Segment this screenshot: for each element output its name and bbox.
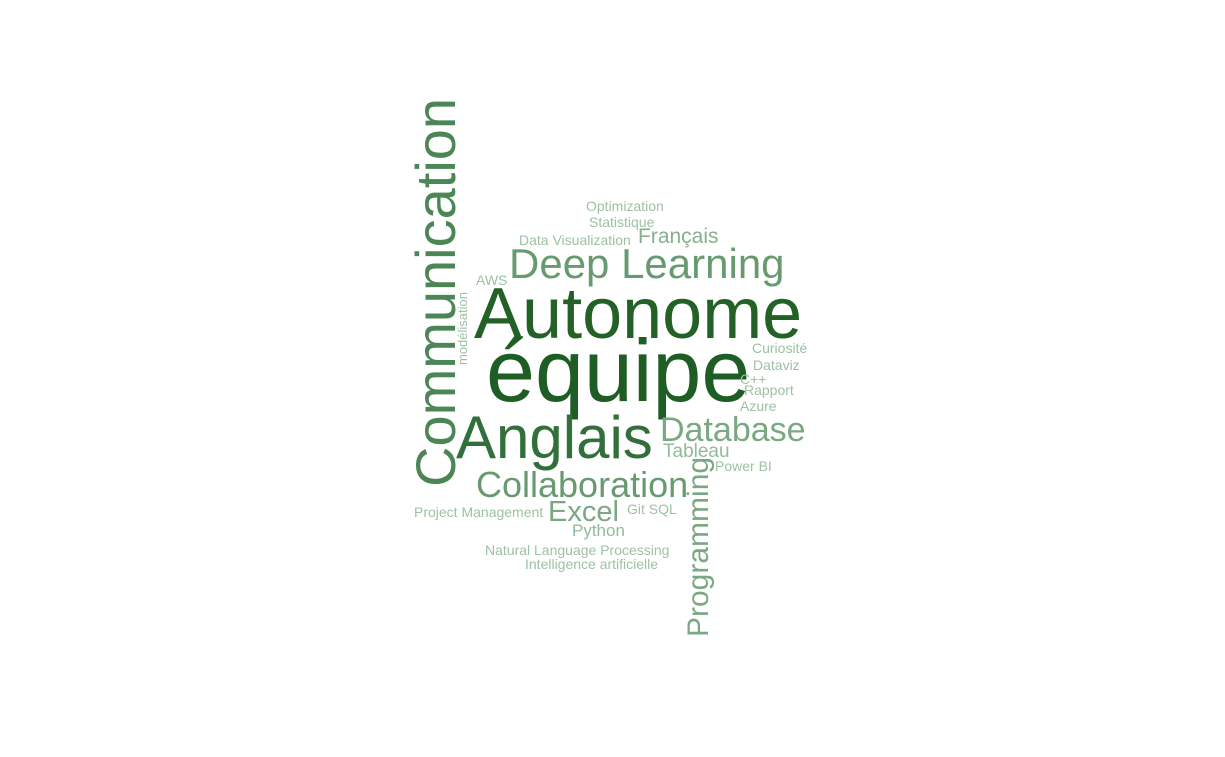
word-project-management: Project Management: [414, 505, 543, 519]
word-git-sql: Git SQL: [627, 502, 677, 516]
word-deep-learning: Deep Learning: [509, 243, 785, 285]
word-statistique: Statistique: [589, 215, 654, 229]
word-data-visualization: Data Visualization: [519, 233, 631, 247]
word-natural-language-processing: Natural Language Processing: [485, 543, 669, 557]
word-modelisation: modélisation: [456, 292, 469, 365]
word-dataviz: Dataviz: [753, 358, 800, 372]
word-anglais: Anglais: [456, 408, 653, 468]
word-aws: AWS: [476, 273, 507, 287]
word-curiosite: Curiosité: [752, 341, 807, 355]
word-azure: Azure: [740, 399, 777, 413]
word-intelligence-artificielle: Intelligence artificielle: [525, 557, 658, 571]
word-programming: Programming: [684, 457, 714, 637]
word-optimization: Optimization: [586, 199, 664, 213]
word-python: Python: [572, 522, 625, 539]
word-rapport: Rapport: [744, 383, 794, 397]
word-power-bi: Power BI: [715, 459, 772, 473]
